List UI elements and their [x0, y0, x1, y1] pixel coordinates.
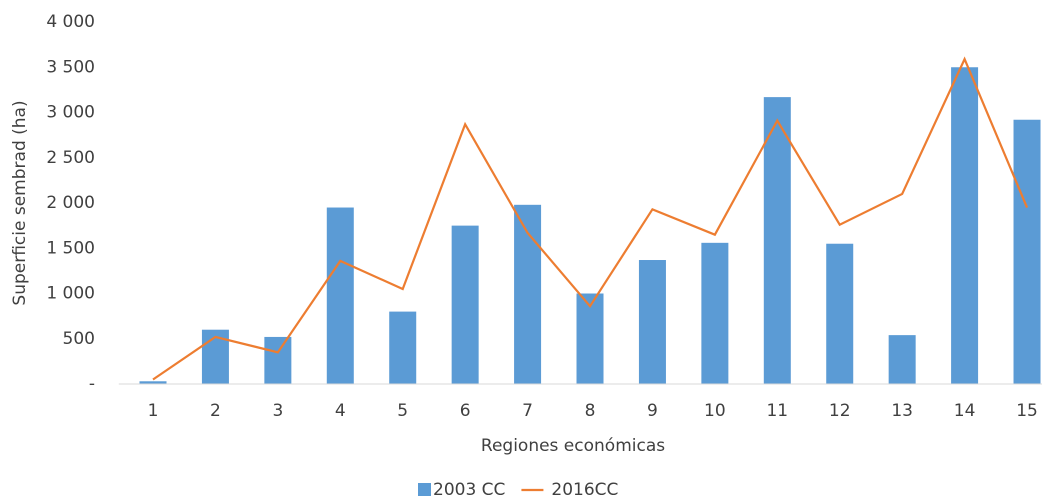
bar	[638, 260, 666, 384]
x-tick-label: 9	[647, 401, 658, 421]
bar	[264, 336, 292, 384]
bar	[139, 381, 167, 384]
legend-swatch	[418, 483, 431, 496]
y-tick-label: 4 000	[46, 12, 95, 32]
bar	[451, 225, 479, 384]
x-tick-label: 14	[954, 401, 976, 421]
bar	[514, 204, 542, 384]
x-tick-label: 11	[766, 401, 788, 421]
bar	[389, 311, 417, 384]
x-tick-label: 15	[1016, 401, 1038, 421]
y-tick-label: 2 500	[46, 148, 95, 168]
bar	[763, 97, 791, 385]
bar	[888, 335, 916, 384]
legend-label: 2016CC	[551, 480, 618, 498]
x-tick-label: 3	[272, 401, 283, 421]
x-tick-label: 8	[585, 401, 596, 421]
y-tick-label: 1 500	[46, 238, 95, 258]
x-tick-label: 7	[522, 401, 533, 421]
x-tick-label: 10	[704, 401, 726, 421]
bar	[826, 243, 854, 384]
y-axis-title: Superficie sembrad (ha)	[10, 100, 30, 305]
x-tick-label: 13	[891, 401, 913, 421]
y-tick-label: 500	[63, 329, 95, 349]
x-tick-label: 5	[397, 401, 408, 421]
bar	[701, 242, 729, 384]
y-tick-label: -	[89, 374, 95, 394]
bar	[326, 207, 354, 384]
y-tick-label: 2 000	[46, 193, 95, 213]
x-tick-label: 6	[460, 401, 471, 421]
bar	[1013, 119, 1041, 385]
x-tick-label: 2	[210, 401, 221, 421]
legend-label: 2003 CC	[433, 480, 505, 498]
x-tick-label: 12	[829, 401, 851, 421]
bar	[951, 67, 979, 384]
x-axis-title: Regiones económicas	[481, 436, 665, 456]
y-tick-label: 3 000	[46, 103, 95, 123]
y-tick-label: 1 000	[46, 284, 95, 304]
bar	[576, 293, 604, 384]
line	[152, 56, 1029, 381]
y-tick-label: 3 500	[46, 57, 95, 77]
x-tick-label: 4	[335, 401, 346, 421]
x-tick-label: 1	[148, 401, 159, 421]
